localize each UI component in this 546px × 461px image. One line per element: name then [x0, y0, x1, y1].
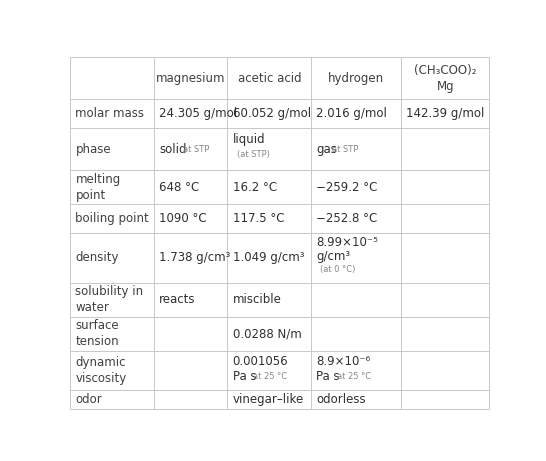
Text: solubility in
water: solubility in water [75, 285, 144, 314]
Text: 648 °C: 648 °C [159, 181, 199, 194]
Text: gas: gas [316, 143, 337, 156]
Text: (at 0 °C): (at 0 °C) [320, 265, 355, 274]
Text: 16.2 °C: 16.2 °C [233, 181, 277, 194]
Text: odorless: odorless [316, 393, 366, 406]
Text: (at STP): (at STP) [237, 150, 270, 159]
Text: 1090 °C: 1090 °C [159, 212, 207, 225]
Text: surface
tension: surface tension [75, 319, 119, 349]
Text: 142.39 g/mol: 142.39 g/mol [406, 107, 485, 120]
Text: at 25 °C: at 25 °C [253, 372, 287, 381]
Text: −252.8 °C: −252.8 °C [316, 212, 378, 225]
Text: g/cm³: g/cm³ [316, 250, 351, 263]
Text: 117.5 °C: 117.5 °C [233, 212, 284, 225]
Text: molar mass: molar mass [75, 107, 145, 120]
Text: 60.052 g/mol: 60.052 g/mol [233, 107, 311, 120]
Text: liquid: liquid [233, 134, 265, 147]
Text: 8.9×10⁻⁶: 8.9×10⁻⁶ [316, 355, 371, 368]
Text: magnesium: magnesium [156, 71, 225, 85]
Text: miscible: miscible [233, 294, 281, 307]
Text: −259.2 °C: −259.2 °C [316, 181, 378, 194]
Text: reacts: reacts [159, 294, 195, 307]
Text: at STP: at STP [183, 145, 210, 154]
Text: (CH₃COO)₂
Mg: (CH₃COO)₂ Mg [414, 64, 477, 93]
Text: 1.049 g/cm³: 1.049 g/cm³ [233, 251, 304, 264]
Text: melting
point: melting point [75, 172, 121, 201]
Text: phase: phase [75, 143, 111, 156]
Text: acetic acid: acetic acid [238, 71, 301, 85]
Text: 0.001056: 0.001056 [233, 355, 288, 368]
Text: odor: odor [75, 393, 102, 406]
Text: hydrogen: hydrogen [328, 71, 384, 85]
Text: 24.305 g/mol: 24.305 g/mol [159, 107, 238, 120]
Text: 0.0288 N/m: 0.0288 N/m [233, 327, 301, 340]
Text: 8.99×10⁻⁵: 8.99×10⁻⁵ [316, 236, 378, 249]
Text: Pa s: Pa s [233, 370, 256, 383]
Text: Pa s: Pa s [316, 370, 340, 383]
Text: at 25 °C: at 25 °C [337, 372, 371, 381]
Text: boiling point: boiling point [75, 212, 149, 225]
Text: solid: solid [159, 143, 187, 156]
Text: 2.016 g/mol: 2.016 g/mol [316, 107, 387, 120]
Text: at STP: at STP [333, 145, 359, 154]
Text: dynamic
viscosity: dynamic viscosity [75, 356, 127, 385]
Text: vinegar–like: vinegar–like [233, 393, 304, 406]
Text: 1.738 g/cm³: 1.738 g/cm³ [159, 251, 230, 264]
Text: density: density [75, 251, 119, 264]
